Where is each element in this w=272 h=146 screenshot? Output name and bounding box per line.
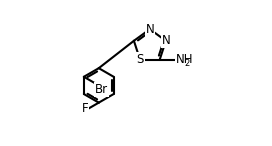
Text: F: F: [81, 102, 88, 115]
Text: Br: Br: [95, 83, 108, 96]
Text: NH: NH: [176, 53, 193, 66]
Text: N: N: [162, 34, 170, 47]
Text: S: S: [136, 53, 144, 66]
Text: N: N: [146, 23, 154, 36]
Text: 2: 2: [185, 59, 190, 68]
